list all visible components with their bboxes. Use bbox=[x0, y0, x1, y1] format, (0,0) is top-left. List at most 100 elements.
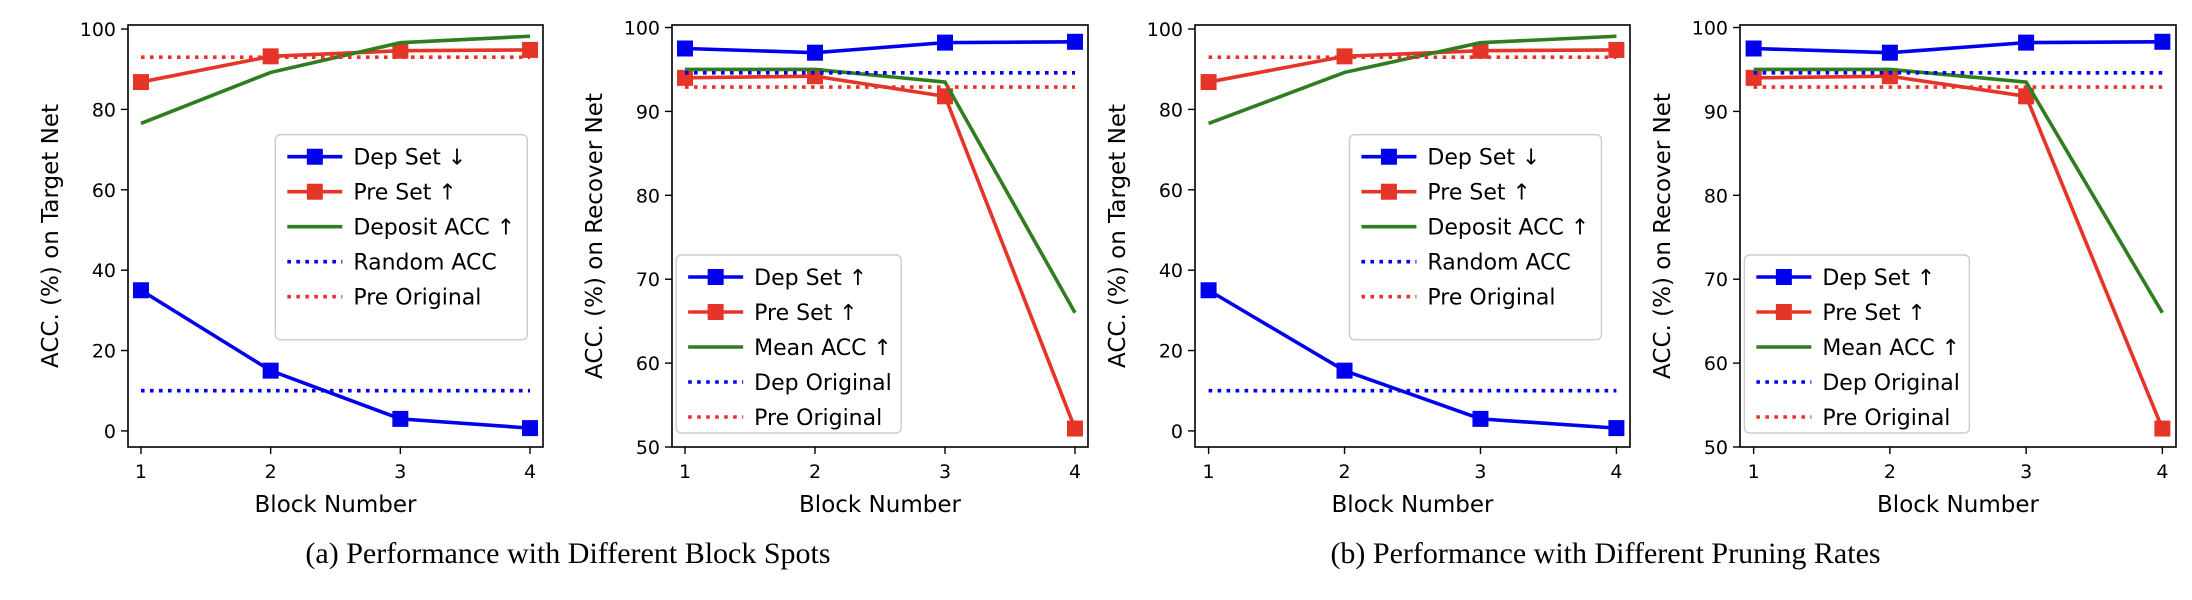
legend-entry: Pre Original bbox=[353, 286, 481, 311]
y-axis-label: ACC. (%) on Target Net bbox=[1105, 104, 1131, 368]
legend-entry: Pre Original bbox=[754, 406, 882, 431]
series-point bbox=[1608, 41, 1625, 58]
series-line-2 bbox=[140, 48, 531, 84]
series-point bbox=[1472, 42, 1489, 59]
legend-entry: Pre Original bbox=[1822, 406, 1950, 431]
legend-entry: Pre Original bbox=[1427, 286, 1555, 311]
series-point bbox=[132, 74, 149, 91]
legend-entry: Dep Set ↑ bbox=[1822, 266, 1935, 291]
series-point bbox=[1608, 420, 1625, 437]
legend: Dep Set ↑ Pre Set ↑ Mean ACC ↑ Dep Original… bbox=[1743, 254, 1971, 434]
x-axis-label: Block Number bbox=[1332, 492, 1494, 518]
legend-entry: Mean ACC ↑ bbox=[754, 336, 892, 361]
series-point bbox=[2154, 420, 2171, 437]
x-tick-label: 1 bbox=[1203, 461, 1215, 483]
y-tick-label: 0 bbox=[1171, 421, 1183, 443]
series-line-2 bbox=[1753, 74, 2165, 430]
series-line-1 bbox=[1753, 39, 2163, 55]
legend-entry: Pre Set ↑ bbox=[754, 301, 858, 326]
legend-entry: Dep Original bbox=[754, 371, 892, 396]
figure-caption: (b) Performance with Different Pruning R… bbox=[1330, 537, 1880, 570]
legend-entry: Dep Set ↑ bbox=[754, 266, 867, 291]
x-tick-label: 1 bbox=[135, 461, 147, 483]
y-axis-label: ACC. (%) on Recover Net bbox=[1650, 93, 1676, 379]
series-point bbox=[1336, 362, 1353, 379]
y-tick-label: 40 bbox=[92, 260, 116, 282]
legend-marker bbox=[1775, 268, 1792, 285]
plot-frame bbox=[127, 24, 544, 448]
y-tick-label: 100 bbox=[624, 18, 660, 40]
chart-panel-4: 1 2 3 4 50 60 70 80 90 100 Block Number ACC. (%) on… bbox=[1650, 18, 2177, 518]
legend-marker bbox=[1380, 183, 1397, 200]
x-tick-label: 2 bbox=[1884, 461, 1896, 483]
y-axis-label: ACC. (%) on Recover Net bbox=[582, 93, 608, 379]
y-tick-label: 90 bbox=[1704, 101, 1728, 123]
series-line-3 bbox=[1207, 34, 1617, 126]
legend-entry: Dep Set ↓ bbox=[1427, 146, 1540, 171]
legend-entry: Deposit ACC ↑ bbox=[353, 216, 515, 241]
y-tick-label: 80 bbox=[1159, 99, 1183, 121]
series-line-3 bbox=[685, 67, 1077, 314]
plot-frame bbox=[1739, 24, 2177, 448]
series-point bbox=[522, 41, 539, 58]
series-point bbox=[522, 420, 539, 437]
series-point bbox=[392, 42, 409, 59]
chart-panel-2: 1 2 3 4 50 60 70 80 90 100 Block Number ACC. (%) on… bbox=[582, 18, 1089, 518]
y-tick-label: 50 bbox=[1704, 437, 1728, 459]
legend-entry: Pre Set ↑ bbox=[353, 181, 457, 206]
series-point bbox=[1200, 282, 1217, 299]
y-tick-label: 60 bbox=[1704, 353, 1728, 375]
y-tick-label: 0 bbox=[104, 421, 116, 443]
x-tick-label: 1 bbox=[1748, 461, 1760, 483]
y-tick-label: 90 bbox=[636, 101, 660, 123]
series-point bbox=[262, 362, 279, 379]
legend: Dep Set ↓ Pre Set ↑ Deposit ACC ↑ Random AC… bbox=[1348, 134, 1603, 341]
series-point bbox=[1067, 33, 1083, 50]
x-tick-label: 3 bbox=[1474, 461, 1486, 483]
series-line-2 bbox=[1208, 48, 1617, 84]
series-point bbox=[807, 44, 823, 61]
legend-entry: Random ACC bbox=[1427, 251, 1570, 276]
series-line-1 bbox=[1207, 288, 1617, 430]
y-tick-label: 100 bbox=[1692, 18, 1728, 40]
x-tick-label: 3 bbox=[2020, 461, 2032, 483]
y-tick-label: 20 bbox=[92, 341, 116, 363]
legend-box bbox=[1743, 254, 1971, 434]
legend-box bbox=[675, 254, 902, 434]
y-tick-label: 60 bbox=[636, 353, 660, 375]
legend-entry: Dep Original bbox=[1822, 371, 1960, 396]
plot-frame bbox=[671, 24, 1089, 448]
legend: Dep Set ↑ Pre Set ↑ Mean ACC ↑ Dep Original… bbox=[675, 254, 902, 434]
series-point bbox=[677, 69, 693, 86]
x-tick-label: 2 bbox=[1338, 461, 1350, 483]
series-point bbox=[1881, 44, 1898, 61]
y-tick-label: 100 bbox=[1147, 19, 1183, 41]
legend-marker bbox=[707, 268, 724, 285]
series-point bbox=[2018, 34, 2035, 51]
y-axis-label: ACC. (%) on Target Net bbox=[38, 104, 64, 368]
y-tick-label: 60 bbox=[1159, 180, 1183, 202]
legend-marker bbox=[1380, 148, 1397, 165]
legend-entry: Random ACC bbox=[353, 251, 496, 276]
legend-marker bbox=[306, 148, 323, 165]
x-tick-label: 1 bbox=[679, 461, 691, 483]
series-point bbox=[1881, 68, 1898, 85]
y-tick-label: 80 bbox=[92, 99, 116, 121]
legend-box bbox=[274, 134, 529, 341]
series-point bbox=[937, 34, 953, 51]
x-axis-label: Block Number bbox=[1877, 492, 2039, 518]
series-line-3 bbox=[140, 34, 531, 126]
plot-frame bbox=[1194, 24, 1631, 448]
series-point bbox=[1745, 69, 1762, 86]
x-tick-label: 4 bbox=[1610, 461, 1622, 483]
series-point bbox=[132, 282, 149, 299]
series-point bbox=[677, 40, 693, 57]
series-point bbox=[1472, 410, 1489, 427]
series-point bbox=[2154, 33, 2171, 50]
series-point bbox=[1067, 420, 1083, 437]
legend-entry: Pre Set ↑ bbox=[1427, 181, 1531, 206]
legend-entry: Mean ACC ↑ bbox=[1822, 336, 1960, 361]
